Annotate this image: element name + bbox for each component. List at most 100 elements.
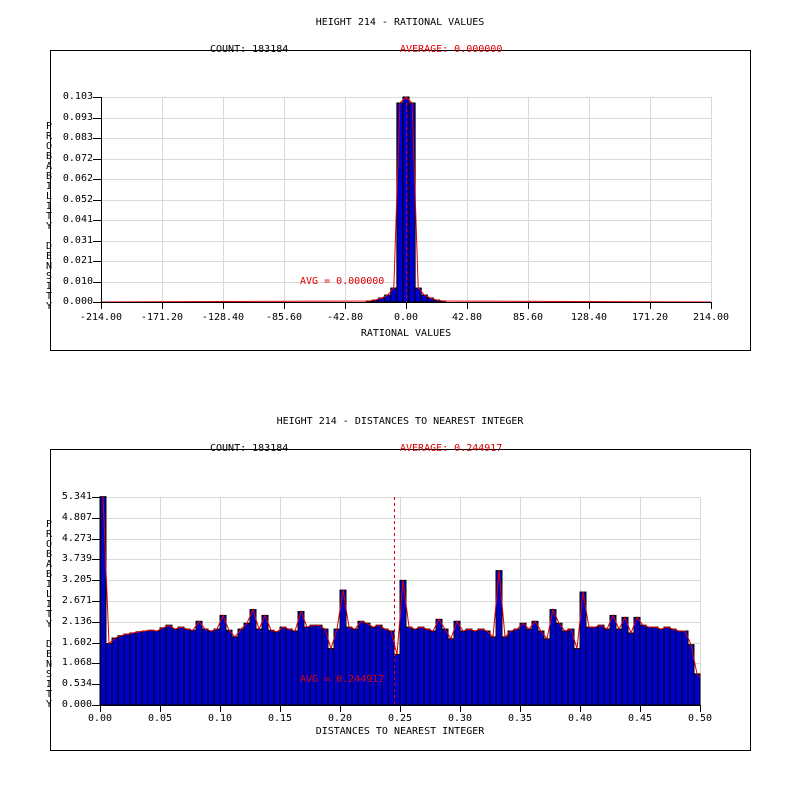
histogram-bar bbox=[651, 626, 659, 706]
x-tick-label: 171.20 bbox=[631, 312, 669, 323]
y-axis-title-letter: T bbox=[45, 609, 53, 620]
y-tick-label: 0.041 bbox=[62, 214, 93, 225]
histogram-bar bbox=[501, 636, 509, 706]
histogram-bar bbox=[489, 636, 497, 706]
histogram-bar bbox=[603, 628, 611, 706]
y-axis-title-letter: T bbox=[45, 291, 53, 302]
histogram-bar bbox=[621, 616, 629, 706]
y-axis-title-letter: P bbox=[45, 121, 53, 132]
histogram-bar bbox=[177, 626, 185, 706]
y-axis-title-letter: B bbox=[45, 151, 53, 162]
histogram-bar bbox=[261, 614, 269, 706]
y-axis-title-letter: I bbox=[45, 201, 53, 212]
y-tick-label: 0.093 bbox=[62, 111, 93, 123]
histogram-bar bbox=[291, 630, 299, 706]
y-axis-title-letter: A bbox=[45, 161, 53, 172]
distances-chart bbox=[50, 449, 751, 751]
histogram-bar bbox=[561, 630, 569, 706]
chart1-x-axis-title: RATIONAL VALUES bbox=[360, 328, 452, 339]
histogram-bar bbox=[555, 622, 563, 706]
histogram-bar bbox=[411, 628, 419, 706]
histogram-bar bbox=[339, 589, 347, 706]
x-tick-label: 0.20 bbox=[327, 713, 353, 724]
histogram-bar bbox=[459, 630, 467, 706]
histogram-bar bbox=[543, 638, 551, 706]
y-axis-title-letter: B bbox=[45, 171, 53, 182]
histogram-bar bbox=[375, 624, 383, 706]
x-tick-label: -42.80 bbox=[326, 312, 364, 323]
histogram-bar bbox=[681, 630, 689, 706]
y-axis-title-letter: B bbox=[45, 569, 53, 580]
chart1-title: HEIGHT 214 - RATIONAL VALUES bbox=[315, 17, 485, 28]
x-tick-label: 85.60 bbox=[512, 312, 544, 323]
y-axis-title-letter: S bbox=[45, 669, 53, 680]
y-tick-label: 0.534 bbox=[61, 678, 92, 690]
histogram-bar bbox=[129, 632, 137, 706]
histogram-bar bbox=[609, 614, 617, 706]
histogram-bar bbox=[219, 614, 227, 706]
histogram-bar bbox=[693, 673, 701, 706]
histogram-bar bbox=[537, 630, 545, 706]
histogram-bar bbox=[141, 630, 149, 706]
chart1-count-label: COUNT: 183184 bbox=[210, 44, 289, 55]
y-axis-title-letter: S bbox=[45, 271, 53, 282]
y-tick-label: 4.273 bbox=[61, 532, 92, 544]
histogram-bar bbox=[597, 624, 605, 706]
histogram-bar bbox=[183, 628, 191, 706]
y-tick-label: 0.083 bbox=[62, 132, 93, 143]
chart1-avg-annotation: AVG = 0.000000 bbox=[300, 276, 385, 287]
x-tick-label: 0.00 bbox=[87, 713, 113, 724]
histogram-bar bbox=[525, 628, 533, 706]
histogram-bar bbox=[645, 626, 653, 706]
histogram-bar bbox=[249, 609, 257, 706]
histogram-bar bbox=[657, 628, 665, 706]
histogram-bar bbox=[453, 620, 461, 706]
x-tick-label: 0.35 bbox=[507, 713, 533, 724]
y-axis-title-letter: Y bbox=[45, 699, 53, 710]
x-tick-label: -85.60 bbox=[265, 312, 303, 323]
histogram-bar bbox=[165, 624, 173, 706]
y-axis-title-letter: Y bbox=[45, 221, 53, 232]
y-axis-title-letter: A bbox=[45, 559, 53, 570]
histogram-bar bbox=[297, 611, 305, 706]
histogram-bar bbox=[135, 631, 143, 706]
histogram-bar bbox=[429, 630, 437, 706]
y-axis-title-letter: Y bbox=[45, 619, 53, 630]
histogram-bar bbox=[669, 628, 677, 706]
histogram-bar bbox=[417, 626, 425, 706]
y-tick-label: 1.602 bbox=[61, 636, 92, 648]
histogram-bar bbox=[435, 618, 443, 706]
histogram-bar bbox=[549, 609, 557, 706]
x-tick-label: 128.40 bbox=[570, 312, 608, 323]
y-tick-label: 3.739 bbox=[61, 553, 92, 565]
y-axis-title-letter: O bbox=[45, 141, 53, 152]
histogram-bar bbox=[483, 630, 491, 706]
histogram-bar bbox=[153, 630, 161, 706]
y-axis-title-letter: I bbox=[45, 579, 53, 590]
histogram-bar bbox=[171, 628, 179, 706]
histogram-bar bbox=[465, 628, 473, 706]
x-tick-label: -171.20 bbox=[140, 312, 184, 323]
y-tick-label: 0.052 bbox=[62, 193, 93, 205]
y-tick-label: 0.000 bbox=[61, 699, 92, 710]
histogram-bar bbox=[321, 628, 329, 706]
y-tick-label: 1.068 bbox=[61, 657, 92, 669]
histogram-bar bbox=[363, 622, 371, 706]
y-axis-title-letter: P bbox=[45, 519, 53, 530]
y-axis-title-letter: L bbox=[45, 589, 53, 600]
x-tick-label: 42.80 bbox=[451, 312, 483, 323]
chart-frame bbox=[50, 449, 751, 751]
histogram-bar bbox=[351, 628, 359, 706]
histogram-bar bbox=[663, 626, 671, 706]
histogram-bar bbox=[279, 626, 287, 706]
y-axis-title-letter: Y bbox=[45, 301, 53, 312]
histogram-bar bbox=[213, 628, 221, 706]
histogram-bar bbox=[381, 628, 389, 706]
y-axis-title-letter: T bbox=[45, 211, 53, 222]
y-axis-title-letter: O bbox=[45, 539, 53, 550]
histogram-bar bbox=[231, 636, 239, 706]
x-tick-label: 0.00 bbox=[393, 312, 419, 323]
y-tick-label: 0.000 bbox=[62, 296, 93, 307]
histogram-bar bbox=[615, 628, 623, 706]
